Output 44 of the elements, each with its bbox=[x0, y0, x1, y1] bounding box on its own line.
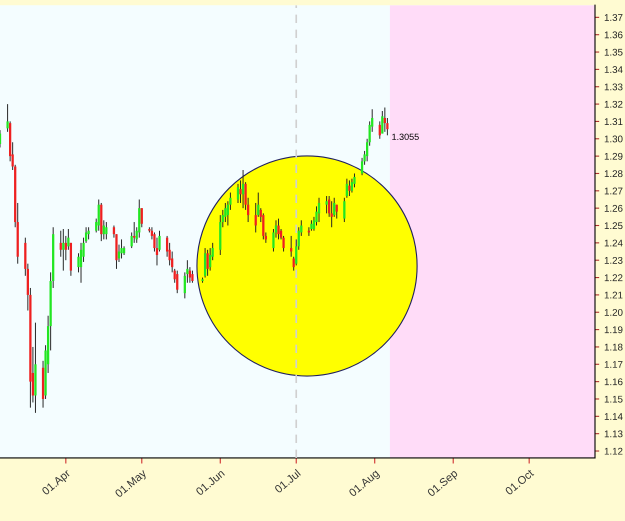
candlestick bbox=[336, 204, 338, 220]
y-tick-label: 1.14 bbox=[604, 413, 623, 420]
y-tick-label: 1.16 bbox=[604, 378, 623, 386]
candlestick bbox=[290, 235, 292, 258]
candlestick bbox=[224, 202, 226, 223]
y-tick-label: 1.33 bbox=[604, 83, 623, 90]
y-tick-label: 1.13 bbox=[604, 430, 623, 438]
candlestick bbox=[348, 180, 351, 197]
y-tick-label: 1.35 bbox=[604, 48, 623, 56]
annotation: 1.3055 bbox=[392, 134, 419, 140]
y-tick-label: 1.22 bbox=[604, 274, 622, 282]
y-tick-label: 1.12 bbox=[604, 448, 622, 455]
candlestick bbox=[105, 222, 108, 240]
y-tick-label: 1.20 bbox=[604, 308, 623, 316]
y-tick-label: 1.26 bbox=[604, 204, 623, 212]
y-tick-label: 1.36 bbox=[604, 31, 623, 38]
y-tick-label: 1.23 bbox=[604, 256, 623, 264]
candlestick bbox=[87, 226, 90, 240]
y-tick-label: 1.31 bbox=[604, 118, 622, 126]
candlestick bbox=[140, 208, 143, 228]
y-tick-label: 1.27 bbox=[604, 188, 622, 194]
candlestick bbox=[378, 120, 381, 140]
candlestick bbox=[176, 270, 178, 294]
y-tick-label: 1.24 bbox=[604, 240, 623, 246]
candlestick bbox=[346, 178, 348, 198]
y-tick-label: 1.32 bbox=[604, 100, 622, 108]
candlestick bbox=[343, 197, 346, 223]
y-tick-label: 1.17 bbox=[604, 361, 622, 368]
y-tick-label: 1.34 bbox=[604, 66, 623, 74]
y-tick-label: 1.19 bbox=[604, 326, 622, 334]
y-tick-label: 1.21 bbox=[604, 292, 622, 298]
y-tick-label: 1.37 bbox=[604, 14, 622, 21]
y-tick-label: 1.15 bbox=[604, 396, 623, 403]
candlestick bbox=[325, 196, 328, 214]
candlestick bbox=[206, 249, 209, 276]
candlestick bbox=[98, 199, 100, 232]
candlestick bbox=[120, 238, 123, 259]
y-tick-label: 1.18 bbox=[604, 344, 623, 351]
y-tick-label: 1.29 bbox=[604, 152, 622, 160]
candlestick bbox=[384, 107, 386, 132]
y-tick-label: 1.28 bbox=[604, 170, 623, 178]
y-tick-label: 1.25 bbox=[604, 222, 623, 230]
candlestick bbox=[62, 228, 64, 272]
y-tick-label: 1.30 bbox=[604, 136, 623, 142]
